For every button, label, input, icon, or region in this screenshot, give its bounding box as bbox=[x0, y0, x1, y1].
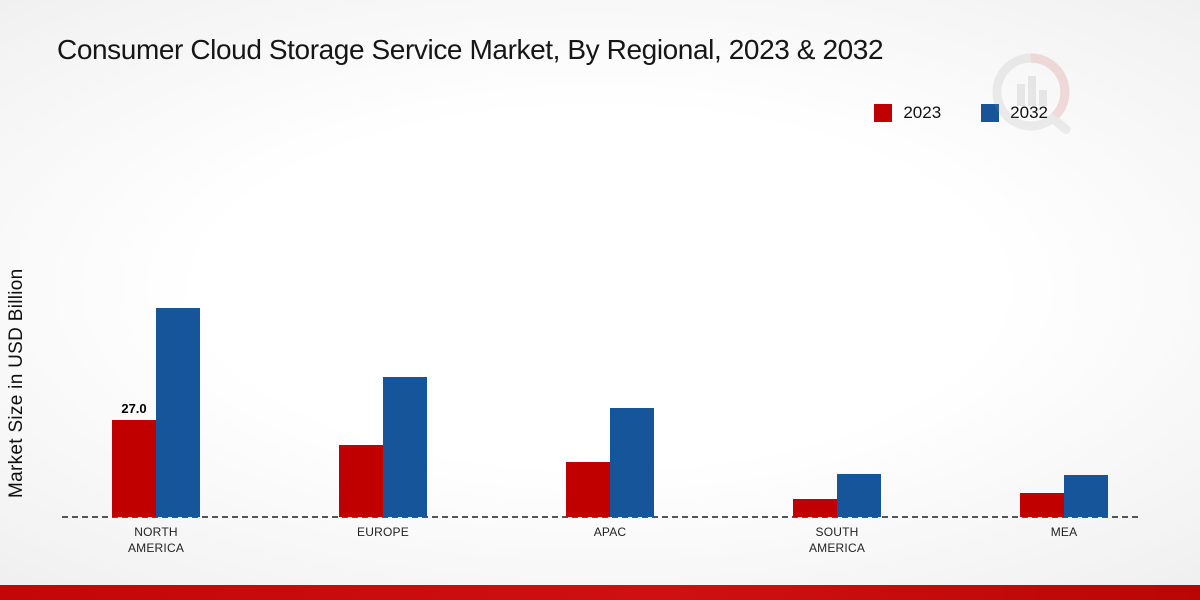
bar-2023-mea bbox=[1020, 493, 1064, 517]
legend-item-2032: 2032 bbox=[981, 103, 1048, 123]
x-axis-label-mea: MEA bbox=[1050, 525, 1078, 539]
watermark-logo-icon bbox=[992, 53, 1071, 135]
bar-2032-north-america bbox=[156, 308, 200, 517]
x-axis-label-apac: APAC bbox=[593, 525, 627, 539]
x-axis-baseline bbox=[62, 516, 1138, 518]
bar-value-label-2023-north-america: 27.0 bbox=[121, 401, 147, 416]
bar-2023-north-america bbox=[112, 420, 156, 517]
legend: 2023 2032 bbox=[874, 103, 1048, 123]
x-axis-label-europe: EUROPE bbox=[357, 525, 409, 539]
x-axis-label-north-america: NORTH AMERICA bbox=[127, 525, 185, 556]
legend-swatch-2023 bbox=[874, 104, 893, 122]
bar-2032-south-america bbox=[837, 474, 881, 517]
bar-2023-south-america bbox=[793, 499, 837, 517]
bar-2023-europe bbox=[339, 445, 383, 517]
y-axis-title: Market Size in USD Billion bbox=[6, 268, 27, 498]
bar-2032-mea bbox=[1064, 475, 1108, 517]
legend-swatch-2032 bbox=[981, 104, 1000, 122]
legend-label-2023: 2023 bbox=[903, 103, 942, 122]
footer-accent-bar bbox=[0, 585, 1200, 600]
bar-2032-apac bbox=[610, 408, 654, 517]
chart-title: Consumer Cloud Storage Service Market, B… bbox=[57, 34, 884, 65]
x-axis-label-south-america: SOUTH AMERICA bbox=[808, 525, 866, 556]
bar-2032-europe bbox=[383, 377, 427, 517]
legend-label-2032: 2032 bbox=[1010, 103, 1048, 122]
bar-2023-apac bbox=[566, 462, 610, 517]
legend-item-2023: 2023 bbox=[874, 103, 941, 123]
